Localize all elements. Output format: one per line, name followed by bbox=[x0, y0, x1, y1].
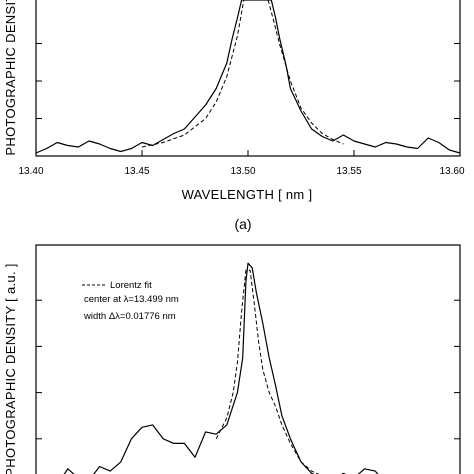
panel-a: 13.40 13.45 13.50 13.55 13.60 WAVELENGTH… bbox=[3, 0, 465, 232]
x-axis-title: WAVELENGTH [ nm ] bbox=[182, 187, 313, 202]
annotation-width: width Δλ=0.01776 nm bbox=[83, 311, 176, 322]
fit-line bbox=[215, 269, 320, 474]
x-tick-label: 13.45 bbox=[124, 166, 149, 177]
x-tick-label: 13.55 bbox=[336, 166, 361, 177]
x-tick-label: 13.60 bbox=[439, 166, 464, 177]
y-axis-title: PHOTOGRAPHIC DENSITY [ a.u. ] bbox=[3, 263, 18, 474]
fit-line bbox=[141, 0, 344, 148]
series-group-a bbox=[35, 0, 461, 154]
panel-b: PHOTOGRAPHIC DENSITY [ a.u. ] Lorentz fi… bbox=[3, 244, 461, 474]
data-line bbox=[35, 0, 461, 154]
x-tick-label: 13.40 bbox=[18, 166, 43, 177]
x-tick-label: 13.50 bbox=[230, 166, 255, 177]
data-line bbox=[63, 262, 379, 474]
legend-label: Lorentz fit bbox=[110, 280, 152, 291]
plot-frame-a bbox=[35, 0, 461, 157]
series-group-b bbox=[63, 262, 379, 474]
tick-marks-a bbox=[35, 43, 461, 156]
annotation-center: center at λ=13.499 nm bbox=[84, 294, 179, 305]
plot-frame-b bbox=[35, 244, 461, 474]
tick-marks-b bbox=[36, 299, 460, 440]
panel-label: (a) bbox=[234, 216, 251, 232]
y-axis-title: PHOTOGRAPHIC DENSITY bbox=[3, 0, 18, 156]
legend: Lorentz fit center at λ=13.499 nm width … bbox=[82, 280, 179, 322]
